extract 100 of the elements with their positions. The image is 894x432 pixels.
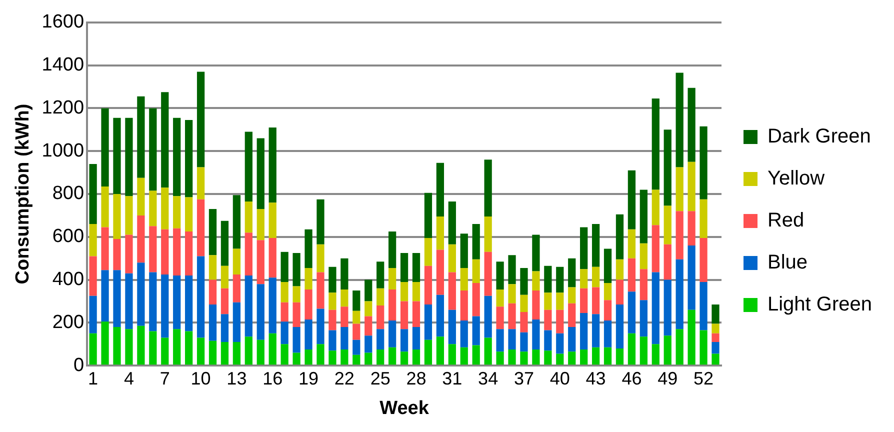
bar [700,330,708,365]
bar [232,342,241,365]
bar [173,118,181,196]
bar [688,162,696,212]
bar [161,188,169,230]
bar [340,258,348,290]
bar [412,252,420,282]
bar [472,283,480,316]
bar [304,268,312,290]
bar [352,340,360,355]
bar [460,320,468,348]
bar [448,244,456,272]
bar [292,252,300,286]
bar [544,310,552,330]
x-tick-label: 28 [406,368,426,388]
bar [472,345,480,365]
bar [101,108,109,186]
bar [208,340,217,365]
bar [700,238,708,282]
bar [448,344,456,365]
x-tick-label: 46 [622,368,642,388]
bar [568,287,576,304]
bar [280,252,288,282]
bar [664,130,672,206]
bar [412,326,420,350]
bar [364,336,372,353]
bar [316,308,324,344]
bar [149,272,157,332]
bar [604,283,612,300]
bar [400,282,408,302]
bar [412,350,420,365]
y-tick-label: 1600 [42,12,84,33]
bar [113,118,121,194]
bar [676,167,684,212]
bar [292,326,300,353]
y-tick-label: 1400 [42,54,84,76]
bar [712,333,720,342]
bar [676,259,684,330]
bar [544,330,552,351]
bar [616,348,624,365]
x-tick-label: 37 [514,368,534,388]
bar [125,273,133,330]
bar [89,296,97,334]
bar [220,288,229,314]
legend-label: Light Green [767,294,872,316]
bar [688,310,696,365]
x-tick-label: 7 [160,368,170,388]
bar [125,234,133,274]
bar [292,352,300,365]
legend-label: Dark Green [767,126,871,148]
bar [532,319,540,350]
bar [688,211,696,246]
bar [496,306,504,330]
bar [244,232,252,276]
bar [388,320,396,348]
x-tick-label: 16 [262,368,283,388]
bar [400,352,408,365]
y-tick-label: 400 [52,269,84,290]
bar [173,196,181,228]
bar [304,319,312,350]
bar [364,301,372,316]
bar [616,304,624,348]
bar [388,268,396,290]
bar [664,336,672,365]
bar [628,258,636,292]
bar [304,350,312,365]
bar [604,248,612,284]
bar [592,287,600,314]
bar [436,162,444,217]
bar [208,280,217,304]
bar [448,310,456,344]
x-tick-label: 40 [550,368,570,388]
bar [628,333,636,365]
bar [316,199,324,244]
y-tick-label: 1000 [42,140,84,162]
bar [508,350,516,365]
bar [376,350,384,365]
bar [580,269,588,288]
bar [292,302,300,327]
bar [448,202,456,244]
bar [161,92,169,188]
bar [244,132,252,202]
bar [460,347,468,365]
bar [412,301,420,327]
bar [616,214,624,260]
bar [304,289,312,320]
bar [196,72,205,168]
bar [532,350,540,365]
bar [484,296,492,338]
bar [101,186,109,228]
bar [352,310,360,324]
bar [460,268,468,291]
bar [292,286,300,302]
bar [496,289,504,307]
bar [113,326,121,365]
bar [137,178,145,216]
bar [376,329,384,350]
bar [628,229,636,258]
bar [232,274,241,302]
bar [125,196,133,235]
